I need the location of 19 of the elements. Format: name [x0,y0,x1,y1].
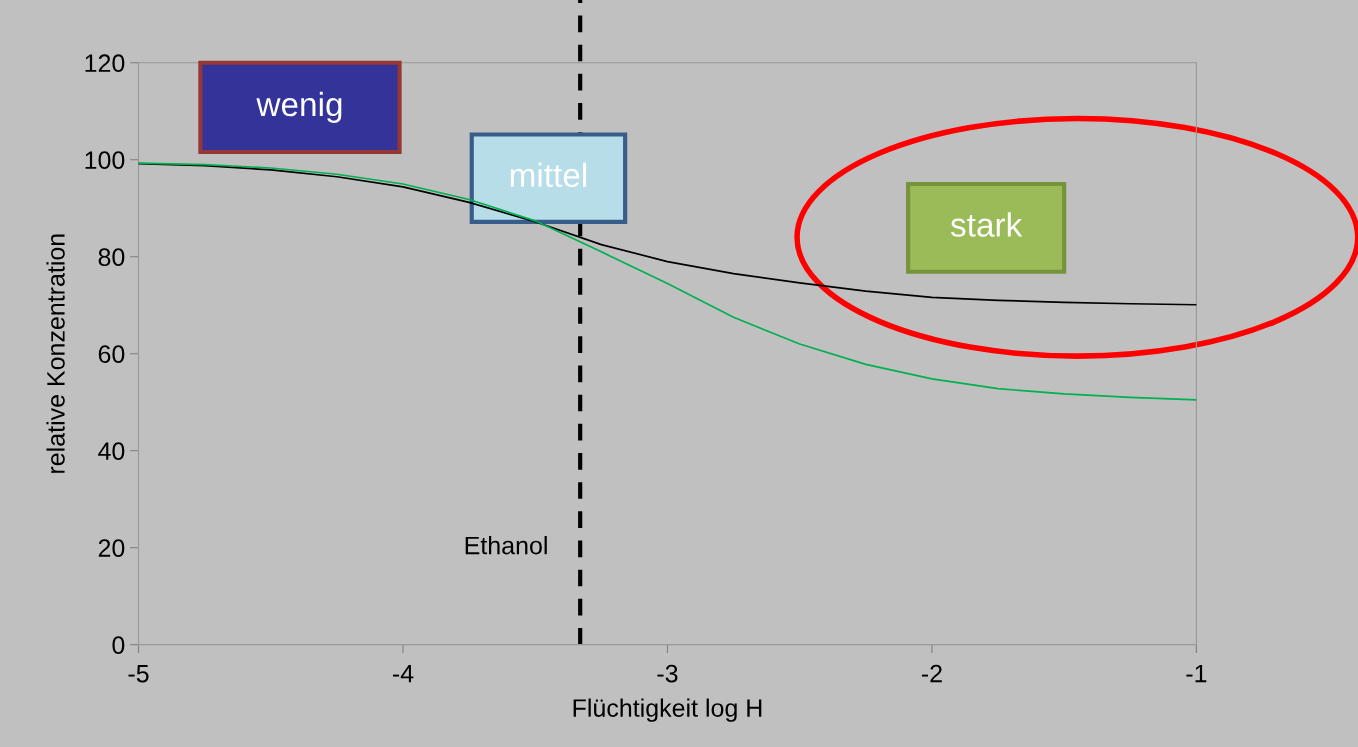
x-tick-label: -1 [1186,665,1207,683]
y-tick-label: 20 [98,539,125,557]
x-tick-label: -3 [657,664,678,683]
x-axis-title: Flüchtigkeit log H [573,698,762,722]
y-tick-label: 0 [112,636,125,654]
y-axis-title: relative Konzentration [46,234,65,473]
x-tick-label: -5 [128,665,149,683]
y-tick-label: 60 [98,345,125,364]
y-tick-label: 120 [85,54,125,73]
annotation: mittel [510,162,587,188]
y-tick-label: 40 [98,442,125,460]
line-series [138,162,1197,401]
y-tick-label: 100 [85,151,125,170]
x-tick-label: -4 [392,665,414,683]
annotation: wenig [256,91,342,123]
annotation: stark [950,212,1023,237]
y-tick-label: 80 [98,248,125,267]
ref-line-label: Ethanol [465,536,547,555]
x-tick-label: -2 [921,664,942,683]
